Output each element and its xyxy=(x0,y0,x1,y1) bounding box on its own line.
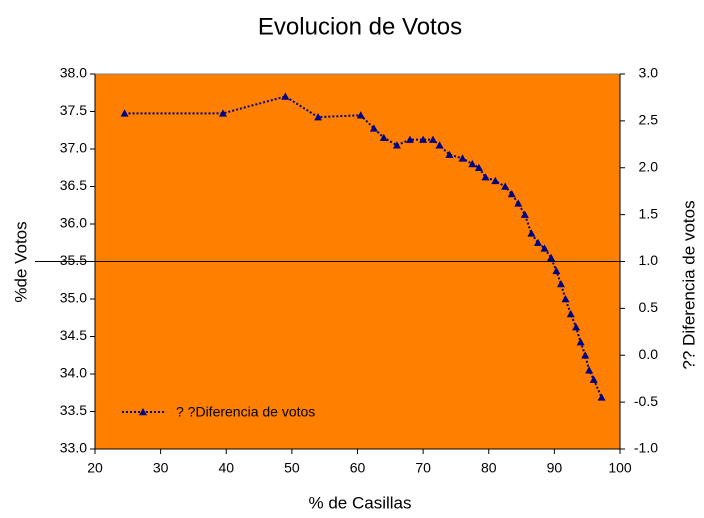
point-marker xyxy=(379,133,388,141)
y-axis-title: %de Votos xyxy=(11,221,30,302)
point-marker xyxy=(445,150,454,158)
x-tick-label: 100 xyxy=(608,460,632,476)
point-marker xyxy=(527,229,536,237)
point-marker xyxy=(491,176,500,185)
y-tick-label: 36.5 xyxy=(60,177,87,193)
y2-tick-label: 0.0 xyxy=(639,346,659,362)
x-tick-label: 80 xyxy=(481,460,497,476)
y-tick-label: 35.5 xyxy=(60,252,87,268)
y2-tick-label: 0.5 xyxy=(639,299,659,315)
y-tick-label: 38.0 xyxy=(60,65,87,81)
y-tick-label: 37.5 xyxy=(60,102,87,118)
point-marker xyxy=(218,109,227,117)
x-tick-label: 90 xyxy=(547,460,563,476)
point-marker xyxy=(458,154,467,162)
point-marker xyxy=(581,351,590,359)
point-marker xyxy=(435,141,444,149)
point-marker xyxy=(552,266,561,275)
point-marker xyxy=(572,323,581,331)
y2-axis-title: ?? Diferencia de votos xyxy=(679,200,698,369)
point-marker xyxy=(514,199,523,207)
point-marker xyxy=(547,253,556,261)
point-marker xyxy=(566,310,575,318)
point-marker xyxy=(468,160,477,168)
point-marker xyxy=(576,338,585,346)
point-marker xyxy=(428,135,437,143)
point-marker xyxy=(556,280,565,288)
y-tick-label: 34.5 xyxy=(60,327,87,343)
legend-label: ? ?Diferencia de votos xyxy=(176,404,315,420)
point-marker xyxy=(406,135,414,143)
y-tick-label: 33.0 xyxy=(60,440,87,456)
x-tick-label: 60 xyxy=(350,460,366,476)
x-tick-label: 20 xyxy=(87,460,103,476)
y2-tick-label: 1.5 xyxy=(639,205,659,221)
point-marker xyxy=(481,173,490,181)
y-tick-label: 34.0 xyxy=(60,365,87,381)
point-marker xyxy=(281,92,290,100)
point-marker xyxy=(585,366,594,374)
x-axis-title: % de Casillas xyxy=(309,493,412,512)
point-marker xyxy=(356,111,365,119)
point-marker xyxy=(392,141,401,149)
point-marker xyxy=(314,113,323,121)
y-tick-label: 33.5 xyxy=(60,402,87,418)
y-tick-label: 35.0 xyxy=(60,290,87,306)
x-tick-label: 30 xyxy=(153,460,169,476)
x-tick-label: 40 xyxy=(218,460,234,476)
point-marker xyxy=(369,124,378,132)
point-marker xyxy=(507,190,516,198)
point-marker xyxy=(120,109,129,117)
point-marker xyxy=(533,238,542,246)
chart-title: Evolucion de Votos xyxy=(258,13,462,40)
point-marker xyxy=(589,375,598,383)
y-tick-label: 37.0 xyxy=(60,140,87,156)
point-marker xyxy=(540,244,549,252)
y2-tick-label: -0.5 xyxy=(634,393,658,409)
y2-tick-label: 2.0 xyxy=(639,158,659,174)
point-marker xyxy=(597,393,606,401)
y-tick-label: 36.0 xyxy=(60,215,87,231)
point-marker xyxy=(501,182,510,190)
x-tick-label: 70 xyxy=(415,460,431,476)
point-marker xyxy=(419,135,428,143)
point-marker xyxy=(520,210,529,218)
y2-tick-label: 2.5 xyxy=(639,112,659,128)
point-marker xyxy=(474,163,483,171)
y2-tick-label: -1.0 xyxy=(634,440,658,456)
y2-tick-label: 1.0 xyxy=(639,252,659,268)
x-tick-label: 50 xyxy=(284,460,300,476)
point-marker xyxy=(561,295,570,303)
legend-marker xyxy=(139,408,147,416)
y2-tick-label: 3.0 xyxy=(639,65,659,81)
